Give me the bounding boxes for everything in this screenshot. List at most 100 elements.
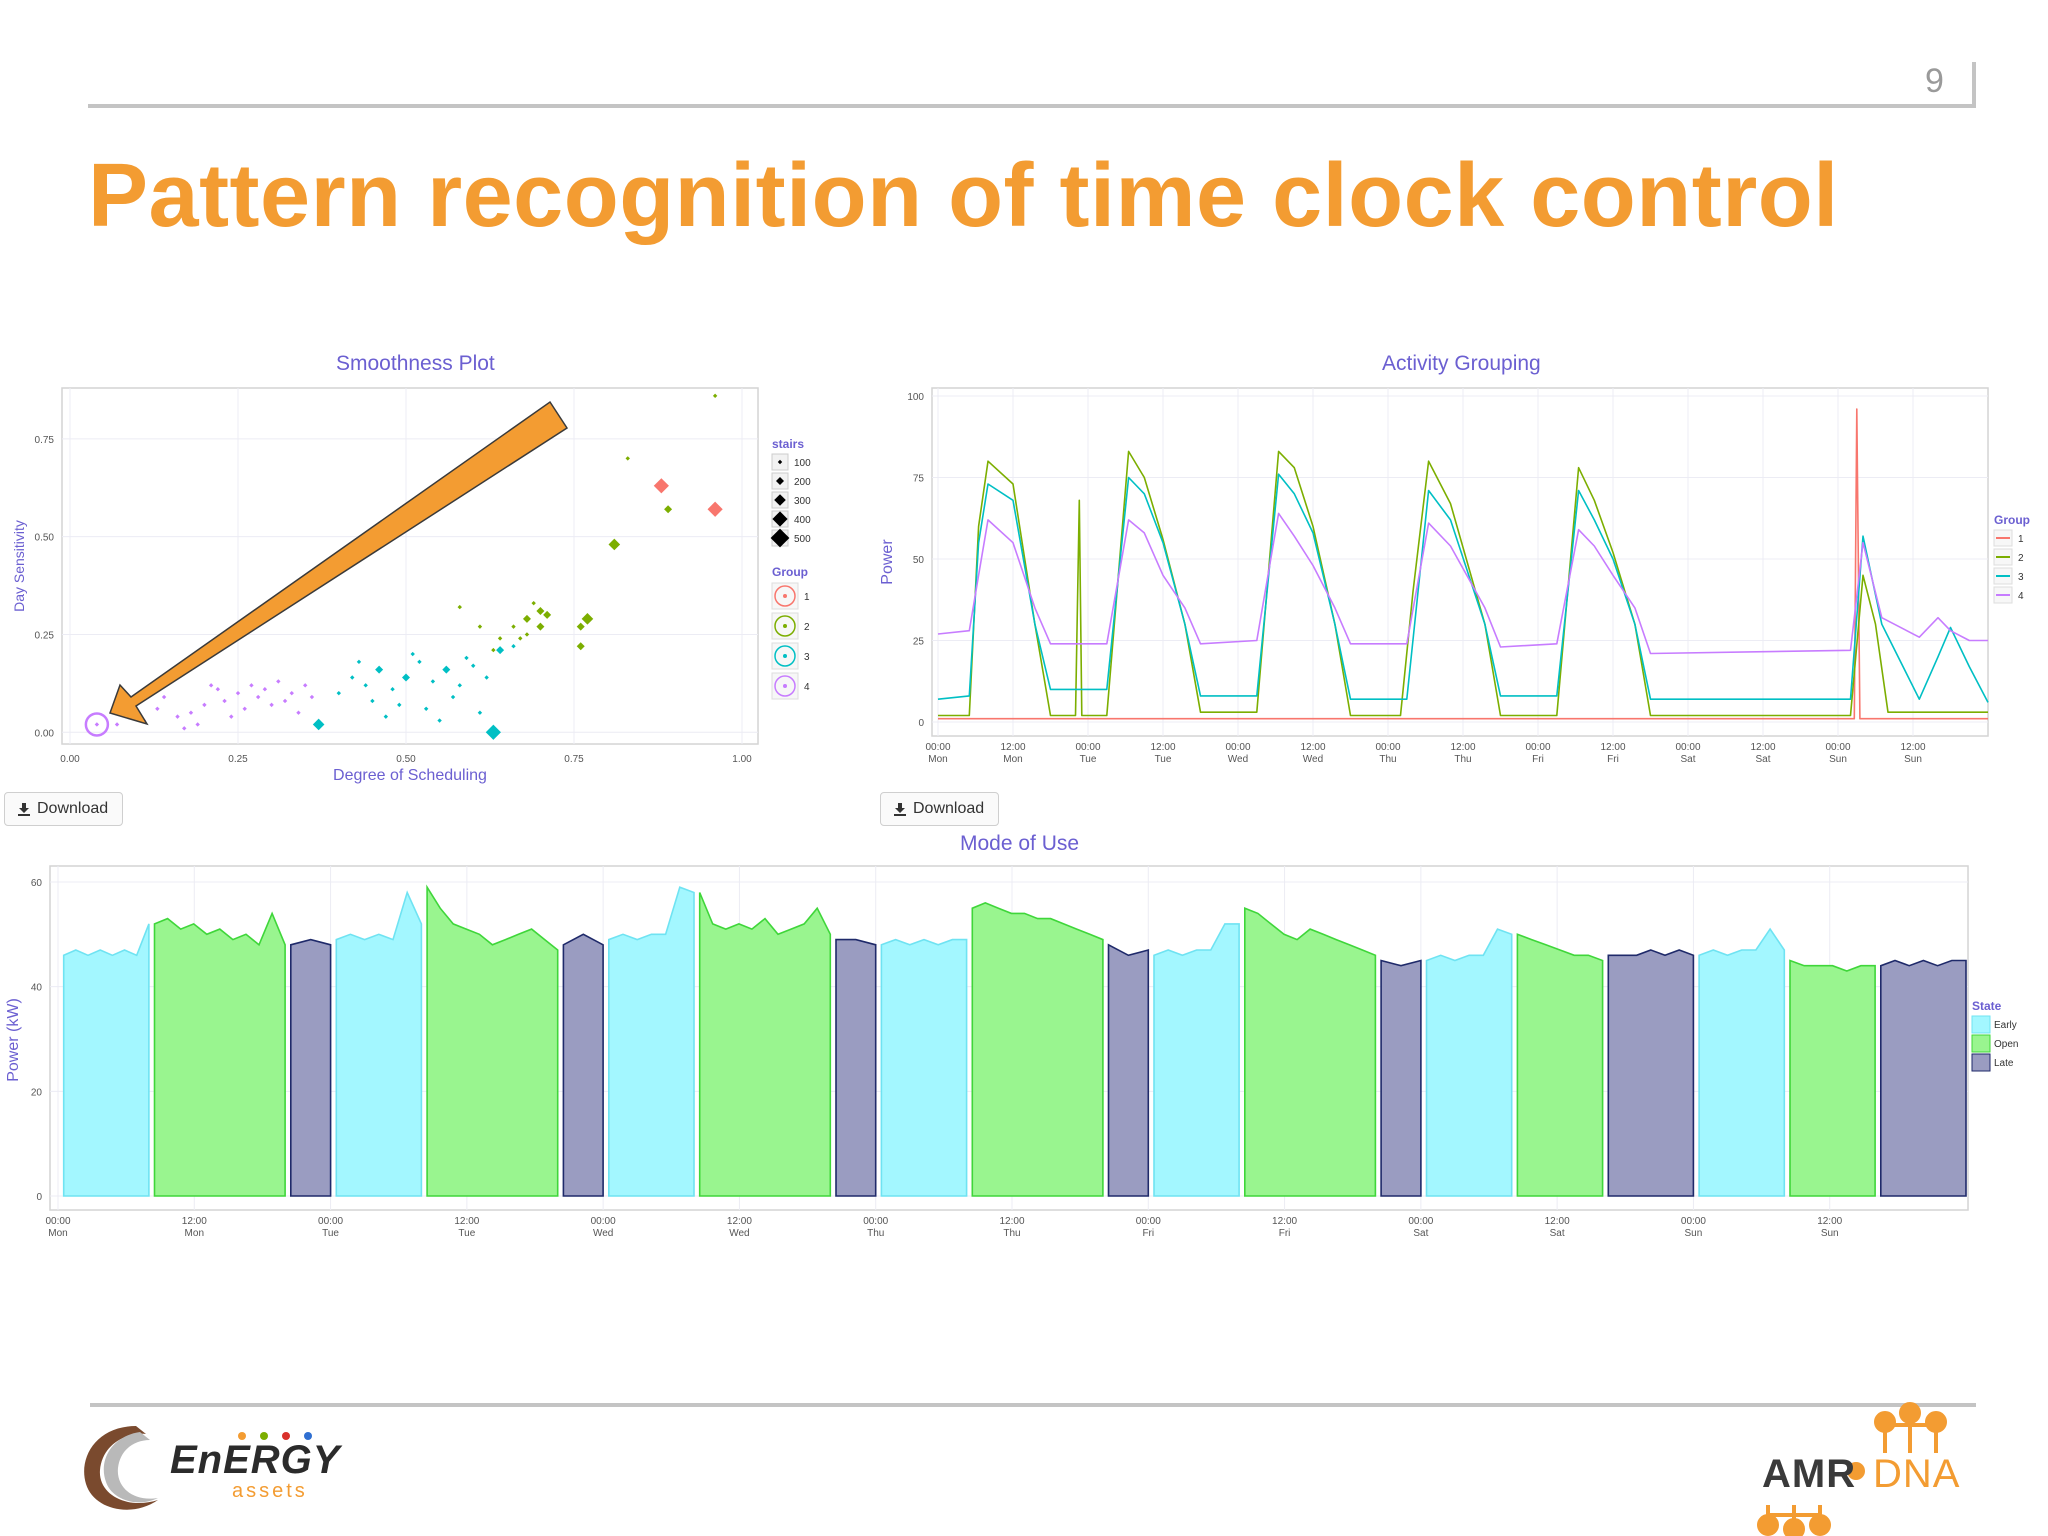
x-tick-label: 12:00 bbox=[454, 1216, 479, 1227]
legend-label: Late bbox=[1994, 1058, 2014, 1069]
legend-label: 200 bbox=[794, 477, 811, 488]
x-tick-label: 00:00 bbox=[925, 742, 950, 753]
legend-label: 2 bbox=[804, 622, 810, 633]
scatter-point bbox=[215, 687, 221, 692]
energy-assets-logo bbox=[84, 1426, 312, 1510]
footer-divider bbox=[90, 1403, 1976, 1407]
scatter-point bbox=[397, 702, 402, 708]
legend-label: 100 bbox=[794, 458, 811, 469]
smoothness-plot-xlabel: Degree of Scheduling bbox=[333, 767, 487, 784]
series-line-4 bbox=[937, 512, 1988, 655]
x-tick-label: Wed bbox=[593, 1228, 613, 1239]
scatter-point bbox=[312, 718, 325, 731]
download-button-activity[interactable]: Download bbox=[880, 792, 1000, 826]
scatter-point bbox=[581, 613, 594, 625]
area-segment-open bbox=[1244, 907, 1377, 1197]
legend-label: 400 bbox=[794, 515, 811, 526]
logo-dot-green bbox=[260, 1432, 268, 1440]
logo-dot-orange bbox=[238, 1432, 246, 1440]
logo-assets-text: assets bbox=[232, 1480, 308, 1502]
x-tick-label: Tue bbox=[458, 1228, 475, 1239]
scatter-point bbox=[457, 604, 462, 610]
scatter-point bbox=[289, 690, 294, 696]
logo-node bbox=[1899, 1402, 1921, 1424]
scatter-point bbox=[94, 722, 100, 727]
activity-grouping-chart: 00:00Mon12:00Mon00:00Tue12:00Tue00:00Wed… bbox=[879, 387, 2030, 765]
scatter-point bbox=[262, 687, 268, 692]
x-tick-label: 00:00 bbox=[1825, 742, 1850, 753]
x-tick-label: Tue bbox=[1080, 754, 1097, 765]
legend-group-dot bbox=[783, 594, 787, 598]
scatter-point bbox=[471, 663, 476, 668]
x-tick-label: 12:00 bbox=[1450, 742, 1475, 753]
header-divider-tick bbox=[1972, 62, 1976, 108]
area-segment-late bbox=[835, 938, 877, 1197]
download-label: Download bbox=[913, 800, 985, 817]
x-tick-label: 0.75 bbox=[564, 754, 584, 765]
legend-group-circle bbox=[774, 675, 796, 697]
scatter-point bbox=[511, 643, 516, 649]
scatter-point bbox=[417, 659, 422, 665]
area-segment-open bbox=[971, 902, 1104, 1197]
legend-group-circle bbox=[774, 615, 796, 637]
logo-swoosh-dark bbox=[84, 1426, 158, 1510]
scatter-point bbox=[114, 722, 120, 727]
x-tick-label: 12:00 bbox=[1300, 742, 1325, 753]
scatter-point bbox=[202, 702, 207, 708]
scatter-point bbox=[625, 456, 630, 461]
scatter-point bbox=[222, 698, 227, 704]
x-tick-label: 00:00 bbox=[318, 1216, 343, 1227]
legend-key bbox=[771, 612, 799, 640]
legend-swatch bbox=[1971, 1034, 1991, 1053]
download-button-smoothness[interactable]: Download bbox=[4, 792, 124, 826]
x-tick-label: Thu bbox=[1003, 1228, 1020, 1239]
legend-label: Open bbox=[1994, 1039, 2018, 1050]
x-tick-label: Sat bbox=[1680, 754, 1695, 765]
highlight-circle bbox=[84, 712, 110, 737]
y-tick-label: 0.75 bbox=[35, 435, 55, 446]
legend-swatch bbox=[1971, 1053, 1991, 1072]
x-tick-label: Wed bbox=[729, 1228, 749, 1239]
legend-label: 1 bbox=[2018, 534, 2024, 545]
logo-amr-text: AMR bbox=[1762, 1452, 1857, 1496]
scatter-point bbox=[536, 606, 545, 615]
area-segment-open bbox=[1516, 933, 1604, 1197]
x-tick-label: Tue bbox=[1155, 754, 1172, 765]
scatter-point bbox=[576, 642, 585, 651]
scatter-point bbox=[383, 714, 389, 719]
scatter-point bbox=[375, 665, 384, 674]
legend-swatch bbox=[1971, 1015, 1991, 1034]
logo-connector-dot bbox=[1847, 1462, 1865, 1480]
x-tick-label: 12:00 bbox=[182, 1216, 207, 1227]
scatter-point bbox=[410, 651, 415, 657]
x-tick-label: 0.50 bbox=[396, 754, 416, 765]
x-tick-label: 00:00 bbox=[591, 1216, 616, 1227]
mode-of-use-ylabel: Power (kW) bbox=[5, 998, 22, 1082]
x-tick-label: Fri bbox=[1142, 1228, 1154, 1239]
legend-label: 300 bbox=[794, 496, 811, 507]
scatter-point bbox=[336, 690, 341, 696]
scatter-point bbox=[522, 614, 531, 623]
scatter-point bbox=[269, 702, 274, 708]
scatter-point bbox=[229, 714, 234, 719]
scatter-point bbox=[543, 610, 552, 619]
area-segment-early bbox=[880, 938, 968, 1197]
x-tick-label: Mon bbox=[1003, 754, 1022, 765]
scatter-point bbox=[437, 718, 442, 723]
x-tick-label: 00:00 bbox=[1136, 1216, 1161, 1227]
logo-dot-red bbox=[282, 1432, 290, 1440]
state-legend-title: State bbox=[1972, 999, 2002, 1013]
x-tick-label: 12:00 bbox=[1150, 742, 1175, 753]
legend-label: 4 bbox=[2018, 591, 2024, 602]
x-tick-label: Sun bbox=[1904, 754, 1922, 765]
scatter-point bbox=[524, 632, 530, 637]
x-tick-label: 00:00 bbox=[1075, 742, 1100, 753]
scatter-point bbox=[350, 675, 355, 680]
x-tick-label: 0.25 bbox=[228, 754, 248, 765]
y-tick-label: 100 bbox=[907, 392, 924, 403]
legend-group-dot bbox=[783, 654, 787, 658]
scatter-point bbox=[303, 683, 308, 688]
smoothness-plot-ylabel: Day Sensitivity bbox=[11, 520, 27, 612]
scatter-point bbox=[536, 622, 545, 631]
scatter-point bbox=[208, 683, 214, 688]
